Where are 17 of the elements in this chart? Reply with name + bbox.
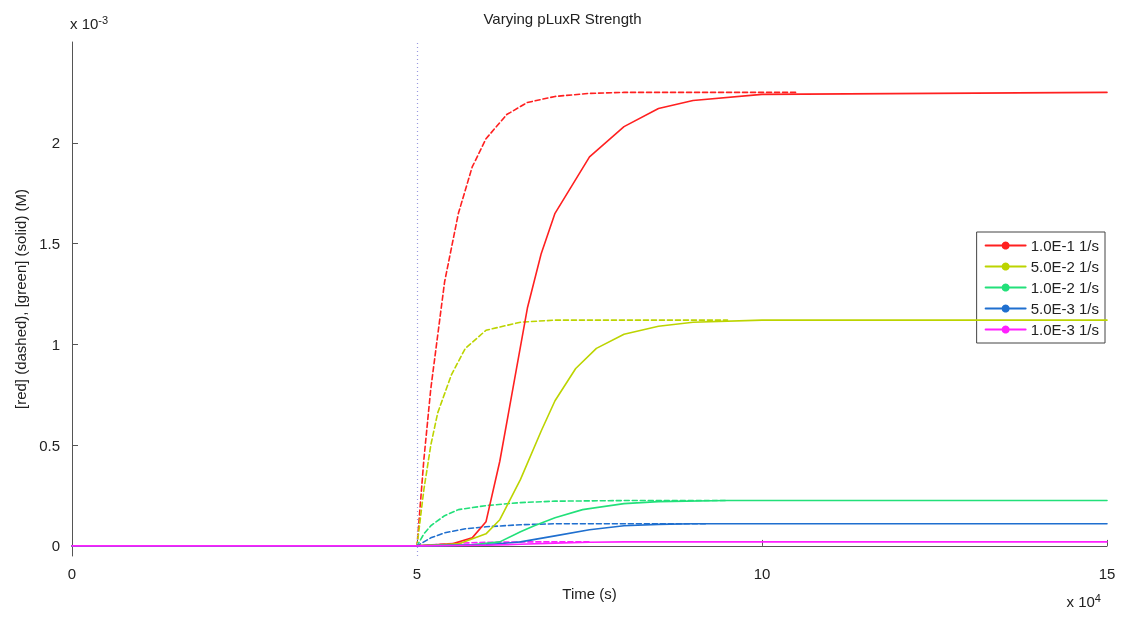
legend-label: 1.0E-2 1/s xyxy=(1030,279,1099,296)
y-tick-label: 1.5 xyxy=(39,235,60,253)
y-tick-label: 2 xyxy=(51,134,60,152)
x-axis-title: Time (s) xyxy=(562,584,617,602)
x-tick-label: 5 xyxy=(412,565,422,582)
chart-title: Varying pLuxR Strength xyxy=(483,10,642,27)
legend-label: 5.0E-3 1/s xyxy=(1030,300,1099,317)
y-tick-label: 1 xyxy=(51,335,60,353)
x-tick-label: 0 xyxy=(67,565,77,582)
y-tick-label: 0 xyxy=(51,537,60,555)
y-axis-title: [red] (dashed), [green] (solid) (M) xyxy=(12,188,30,410)
x-tick-label: 15 xyxy=(1098,565,1116,582)
legend-label: 1.0E-1 1/s xyxy=(1030,237,1099,254)
legend-label: 1.0E-3 1/s xyxy=(1030,321,1099,338)
y-tick-label: 0.5 xyxy=(39,436,60,454)
x-tick-label: 10 xyxy=(753,565,771,582)
legend-label: 5.0E-2 1/s xyxy=(1030,258,1099,275)
